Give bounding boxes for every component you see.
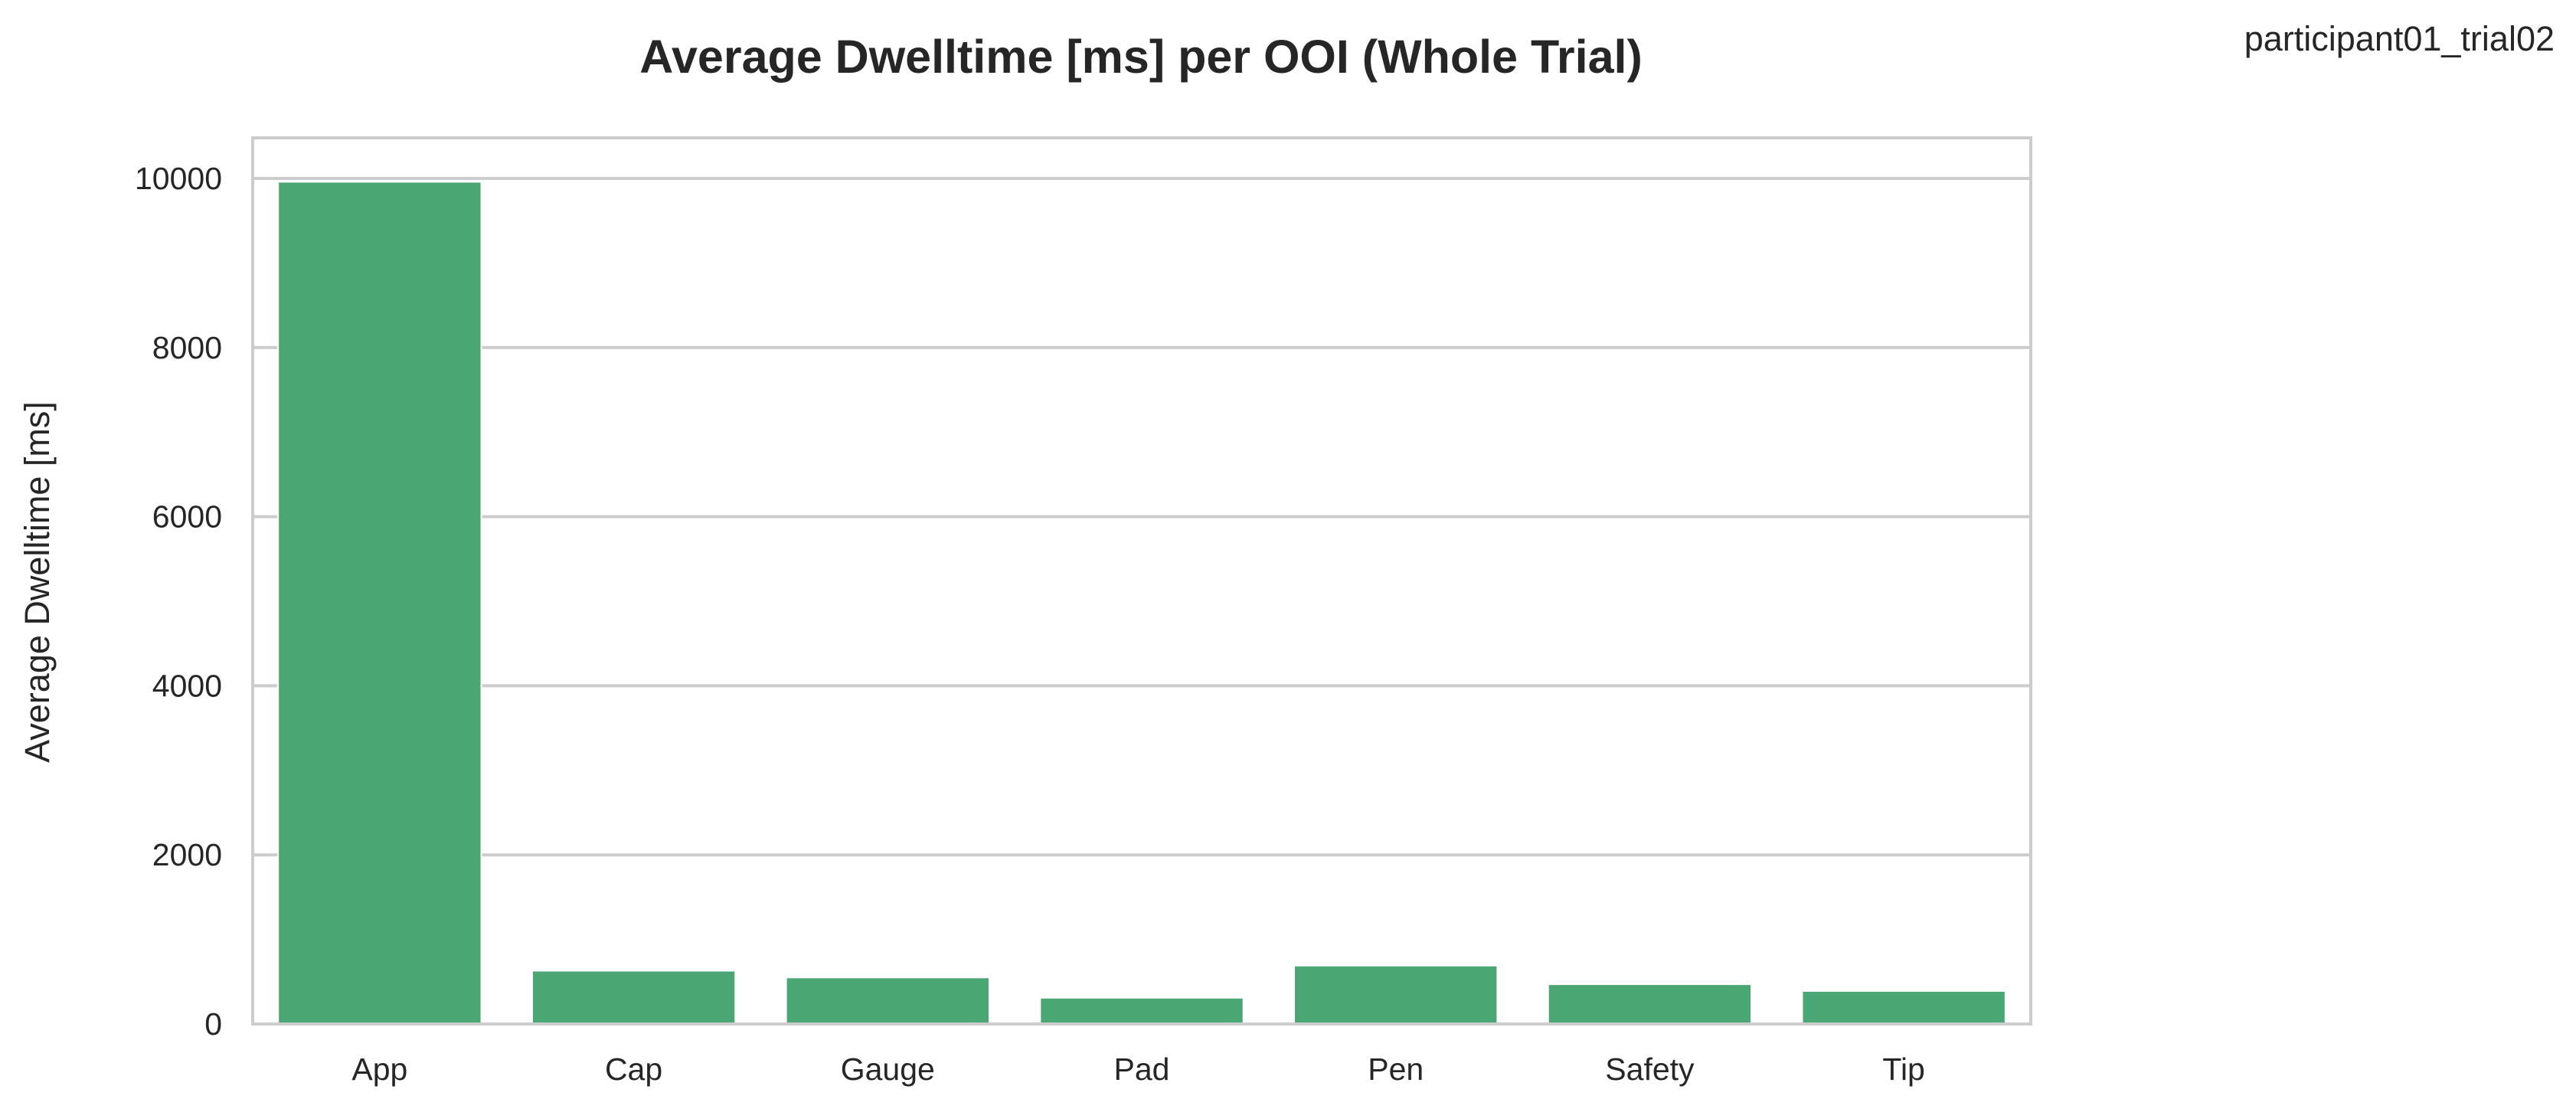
x-tick-label-safety: Safety bbox=[1605, 1052, 1695, 1087]
plot-frame bbox=[251, 136, 2032, 1026]
bar-tip bbox=[1801, 990, 2006, 1026]
x-tick-label-cap: Cap bbox=[605, 1052, 662, 1087]
y-tick-label: 0 bbox=[204, 1006, 222, 1042]
y-tick-label: 4000 bbox=[152, 668, 222, 703]
y-axis-label: Average Dwelltime [ms] bbox=[18, 401, 57, 763]
y-tick-label: 2000 bbox=[152, 837, 222, 872]
bar-pad bbox=[1039, 996, 1244, 1025]
x-tick-label-pad: Pad bbox=[1114, 1052, 1170, 1087]
bar-cap bbox=[531, 970, 737, 1025]
y-tick-label: 8000 bbox=[152, 330, 222, 365]
x-tick-label-tip: Tip bbox=[1882, 1052, 1924, 1087]
bar-app bbox=[277, 181, 482, 1025]
bar-safety bbox=[1547, 983, 1753, 1026]
bar-pen bbox=[1293, 964, 1499, 1026]
y-tick-label: 6000 bbox=[152, 499, 222, 535]
plot-border bbox=[251, 136, 2032, 1026]
x-tick-labels: App Cap Gauge Pad Pen Safety Tip bbox=[351, 1052, 1924, 1087]
x-tick-label-app: App bbox=[351, 1052, 407, 1087]
bar-gauge bbox=[785, 977, 990, 1025]
x-tick-label-gauge: Gauge bbox=[841, 1052, 935, 1087]
bars bbox=[277, 181, 2006, 1026]
trial-label: participant01_trial02 bbox=[2244, 19, 2555, 58]
x-tick-label-pen: Pen bbox=[1368, 1052, 1424, 1087]
chart-title: Average Dwelltime [ms] per OOI (Whole Tr… bbox=[639, 31, 1643, 83]
gridlines bbox=[253, 176, 2031, 1026]
y-tick-labels: 0 2000 4000 6000 8000 10000 bbox=[135, 161, 222, 1042]
y-tick-label: 10000 bbox=[135, 161, 222, 196]
